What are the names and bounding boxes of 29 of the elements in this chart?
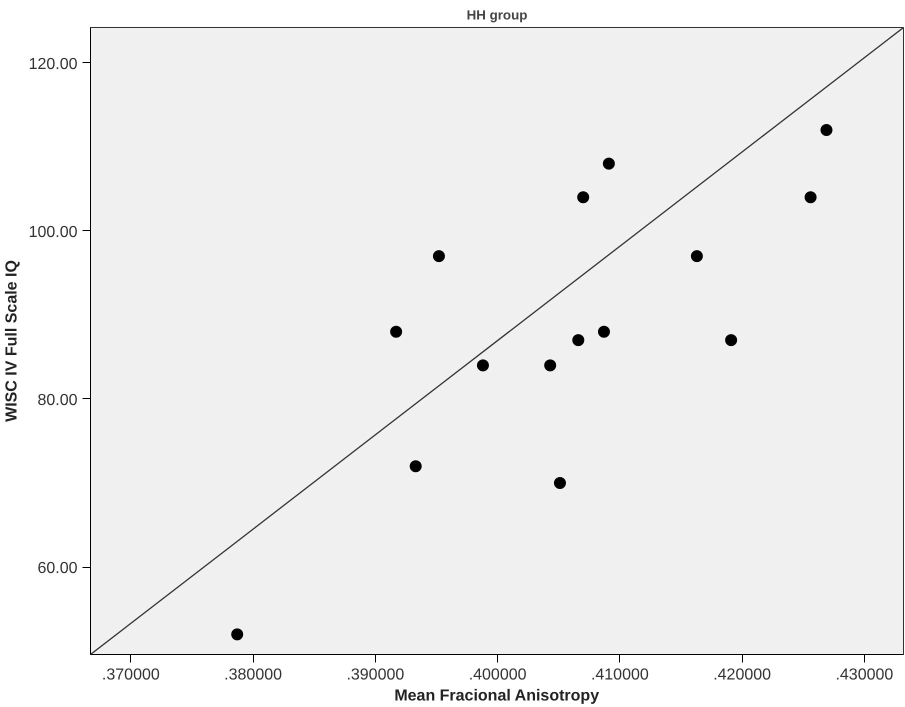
x-tick-label: .400000: [468, 666, 527, 684]
point: [231, 628, 244, 640]
y-axis-title: WISC IV Full Scale IQ: [4, 260, 21, 422]
x-tick-label: .390000: [346, 666, 404, 684]
chart-title: HH group: [466, 8, 528, 22]
y-tick-label: 100.00: [28, 224, 78, 241]
point: [602, 158, 615, 170]
point: [476, 359, 489, 372]
point: [820, 124, 832, 136]
point: [577, 191, 590, 204]
x-tick-label: .380000: [224, 666, 282, 684]
point: [598, 326, 610, 338]
point: [544, 359, 556, 372]
point: [804, 191, 817, 204]
x-tick-label: .370000: [102, 666, 160, 684]
x-tick-label: .410000: [590, 666, 649, 684]
point: [690, 250, 703, 262]
y-tick-label: 80.00: [37, 392, 78, 409]
x-axis-title: Mean Fracional Anisotropy: [394, 688, 600, 704]
point: [432, 250, 445, 262]
y-tick-label: 60.00: [37, 560, 78, 578]
point: [725, 334, 738, 346]
point: [390, 326, 402, 338]
point: [554, 477, 566, 490]
x-tick-label: .430000: [835, 666, 894, 684]
point: [572, 334, 584, 346]
x-tick-label: .420000: [713, 666, 772, 684]
y-tick-label: 120.00: [28, 56, 78, 73]
point: [410, 460, 422, 472]
